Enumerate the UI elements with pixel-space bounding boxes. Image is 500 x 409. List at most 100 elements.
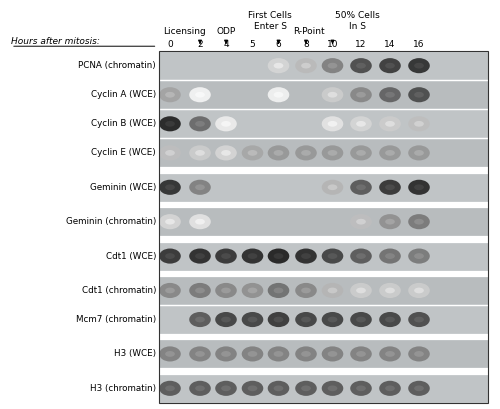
Text: 5: 5 bbox=[250, 40, 256, 49]
Ellipse shape bbox=[322, 249, 344, 264]
Ellipse shape bbox=[221, 150, 231, 156]
Ellipse shape bbox=[301, 63, 311, 69]
Bar bbox=[159, 374, 488, 403]
Ellipse shape bbox=[221, 253, 231, 259]
Ellipse shape bbox=[414, 253, 424, 259]
Ellipse shape bbox=[295, 346, 317, 362]
Ellipse shape bbox=[195, 121, 205, 127]
Ellipse shape bbox=[215, 283, 237, 298]
Ellipse shape bbox=[385, 351, 395, 357]
Ellipse shape bbox=[408, 214, 430, 229]
Ellipse shape bbox=[379, 249, 401, 264]
Ellipse shape bbox=[274, 317, 283, 322]
Ellipse shape bbox=[322, 312, 344, 327]
Ellipse shape bbox=[195, 351, 205, 357]
Ellipse shape bbox=[350, 381, 372, 396]
Ellipse shape bbox=[356, 253, 366, 259]
Ellipse shape bbox=[215, 312, 237, 327]
Ellipse shape bbox=[221, 385, 231, 391]
Ellipse shape bbox=[189, 312, 211, 327]
Ellipse shape bbox=[328, 288, 338, 293]
Ellipse shape bbox=[322, 116, 344, 131]
Ellipse shape bbox=[195, 92, 205, 98]
Ellipse shape bbox=[350, 312, 372, 327]
Ellipse shape bbox=[328, 184, 338, 190]
Text: ODP: ODP bbox=[216, 27, 236, 36]
Text: H3 (chromatin): H3 (chromatin) bbox=[90, 384, 156, 393]
Ellipse shape bbox=[274, 351, 283, 357]
Ellipse shape bbox=[268, 58, 289, 73]
Ellipse shape bbox=[322, 145, 344, 160]
Text: Cyclin A (WCE): Cyclin A (WCE) bbox=[91, 90, 156, 99]
Ellipse shape bbox=[189, 145, 211, 160]
Bar bbox=[159, 80, 488, 109]
Ellipse shape bbox=[385, 184, 395, 190]
Ellipse shape bbox=[159, 283, 181, 298]
Ellipse shape bbox=[328, 351, 338, 357]
Ellipse shape bbox=[322, 381, 344, 396]
Ellipse shape bbox=[301, 317, 311, 322]
Text: 8: 8 bbox=[303, 40, 309, 49]
Ellipse shape bbox=[189, 214, 211, 229]
Text: 12: 12 bbox=[356, 40, 366, 49]
Bar bbox=[159, 138, 488, 167]
Ellipse shape bbox=[165, 121, 175, 127]
Ellipse shape bbox=[379, 312, 401, 327]
Ellipse shape bbox=[195, 288, 205, 293]
Bar bbox=[159, 207, 488, 236]
Ellipse shape bbox=[268, 145, 289, 160]
Ellipse shape bbox=[242, 145, 264, 160]
Ellipse shape bbox=[379, 214, 401, 229]
Ellipse shape bbox=[159, 116, 181, 131]
Ellipse shape bbox=[165, 351, 175, 357]
Ellipse shape bbox=[159, 346, 181, 362]
Ellipse shape bbox=[195, 317, 205, 322]
Ellipse shape bbox=[350, 87, 372, 102]
Ellipse shape bbox=[356, 351, 366, 357]
Ellipse shape bbox=[385, 288, 395, 293]
Ellipse shape bbox=[242, 381, 264, 396]
Ellipse shape bbox=[385, 385, 395, 391]
Bar bbox=[159, 339, 488, 369]
Ellipse shape bbox=[408, 249, 430, 264]
Ellipse shape bbox=[301, 150, 311, 156]
Ellipse shape bbox=[159, 214, 181, 229]
Ellipse shape bbox=[414, 184, 424, 190]
Bar bbox=[159, 51, 488, 403]
Ellipse shape bbox=[385, 219, 395, 225]
Ellipse shape bbox=[159, 249, 181, 264]
Bar bbox=[159, 305, 488, 334]
Ellipse shape bbox=[379, 145, 401, 160]
Ellipse shape bbox=[414, 150, 424, 156]
Ellipse shape bbox=[301, 351, 311, 357]
Ellipse shape bbox=[221, 317, 231, 322]
Ellipse shape bbox=[159, 87, 181, 102]
Text: Geminin (chromatin): Geminin (chromatin) bbox=[66, 217, 156, 226]
Bar bbox=[159, 276, 488, 305]
Text: Cyclin E (WCE): Cyclin E (WCE) bbox=[91, 148, 156, 157]
Ellipse shape bbox=[385, 253, 395, 259]
Ellipse shape bbox=[414, 63, 424, 69]
Ellipse shape bbox=[295, 58, 317, 73]
Ellipse shape bbox=[379, 283, 401, 298]
Ellipse shape bbox=[248, 253, 258, 259]
Text: 16: 16 bbox=[413, 40, 425, 49]
Ellipse shape bbox=[350, 145, 372, 160]
Ellipse shape bbox=[268, 312, 289, 327]
Ellipse shape bbox=[408, 283, 430, 298]
Text: 0: 0 bbox=[167, 40, 173, 49]
Ellipse shape bbox=[215, 346, 237, 362]
Text: 6: 6 bbox=[276, 40, 281, 49]
Ellipse shape bbox=[328, 121, 338, 127]
Ellipse shape bbox=[242, 283, 264, 298]
Ellipse shape bbox=[328, 92, 338, 98]
Ellipse shape bbox=[322, 283, 344, 298]
Ellipse shape bbox=[385, 150, 395, 156]
Ellipse shape bbox=[385, 121, 395, 127]
Ellipse shape bbox=[274, 288, 283, 293]
Ellipse shape bbox=[322, 58, 344, 73]
Text: 2: 2 bbox=[197, 40, 203, 49]
Ellipse shape bbox=[322, 346, 344, 362]
Text: H3 (WCE): H3 (WCE) bbox=[114, 349, 156, 358]
Ellipse shape bbox=[328, 385, 338, 391]
